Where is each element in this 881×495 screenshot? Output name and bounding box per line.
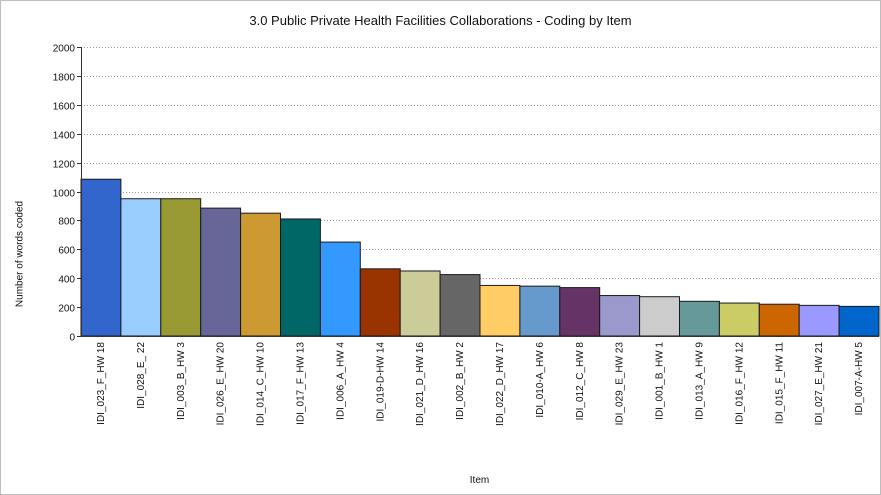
x-tick-label: IDI_007-A-HW 5	[854, 342, 865, 416]
bar	[359, 268, 401, 337]
bar	[200, 207, 242, 337]
x-tick-label: IDI_010-A_HW 6	[535, 342, 546, 418]
bar	[399, 270, 441, 337]
x-tick-label: IDI_016_F_HW 12	[734, 342, 745, 425]
bar	[280, 218, 321, 337]
x-tick-label: IDI_026_E_HW 20	[216, 342, 227, 426]
bar	[559, 287, 601, 337]
x-tick-label: IDI_002_B_HW 2	[455, 342, 466, 420]
x-tick-label: IDI_012_C_HW 8	[575, 342, 586, 421]
y-tick-label: 200	[58, 304, 75, 315]
x-axis-title: Item	[469, 475, 490, 486]
bar	[240, 212, 282, 337]
x-tick-label: IDI_001_B_HW 1	[655, 342, 666, 420]
y-tick-label: 0	[69, 333, 75, 344]
y-tick-label: 2000	[53, 44, 76, 55]
bar	[599, 295, 641, 337]
bar	[80, 178, 122, 337]
y-tick-label: 1400	[53, 131, 76, 142]
bar	[120, 198, 162, 337]
y-tick-label: 1200	[53, 160, 76, 171]
bar	[319, 241, 361, 337]
bar	[479, 284, 521, 337]
bar	[758, 303, 800, 337]
y-tick-label: 400	[58, 275, 75, 286]
bar	[718, 302, 760, 337]
y-tick-label: 1000	[53, 189, 76, 200]
x-tick-label: IDI_015_F_HW 11	[774, 342, 785, 425]
x-tick-label: IDI_017_F_HW 13	[295, 342, 306, 425]
bar	[798, 304, 840, 337]
x-tick-label: IDI_006_A_HW 4	[335, 342, 346, 420]
x-tick-label: IDI_022_D_HW 17	[495, 342, 506, 426]
bar	[838, 305, 880, 337]
bar	[439, 274, 481, 337]
y-tick-label: 600	[58, 246, 75, 257]
bar	[679, 300, 720, 337]
x-tick-label: IDI_021_D_HW 16	[415, 342, 426, 426]
x-tick-label: IDI_023_F_HW 18	[96, 342, 107, 425]
x-tick-label: IDI_013_A_HW 9	[694, 342, 705, 420]
x-tick-label: IDI_019-D-HW 14	[375, 342, 386, 422]
chart-title: 3.0 Public Private Health Facilities Col…	[249, 13, 632, 28]
y-tick-label: 800	[58, 217, 75, 228]
x-tick-label: IDI_027_E_HW 21	[814, 342, 825, 426]
bar	[639, 296, 680, 337]
y-tick-label: 1600	[53, 102, 76, 113]
x-tick-label: IDI_014_C_HW 10	[256, 342, 267, 426]
x-tick-label: IDI_003_B_HW 3	[176, 342, 187, 420]
bar	[519, 285, 561, 337]
bar	[160, 198, 202, 337]
x-tick-label: IDI_029_E_HW 23	[615, 342, 626, 426]
x-tick-label: IDI_028_E_ 22	[136, 342, 147, 409]
y-tick-label: 1800	[53, 73, 76, 84]
